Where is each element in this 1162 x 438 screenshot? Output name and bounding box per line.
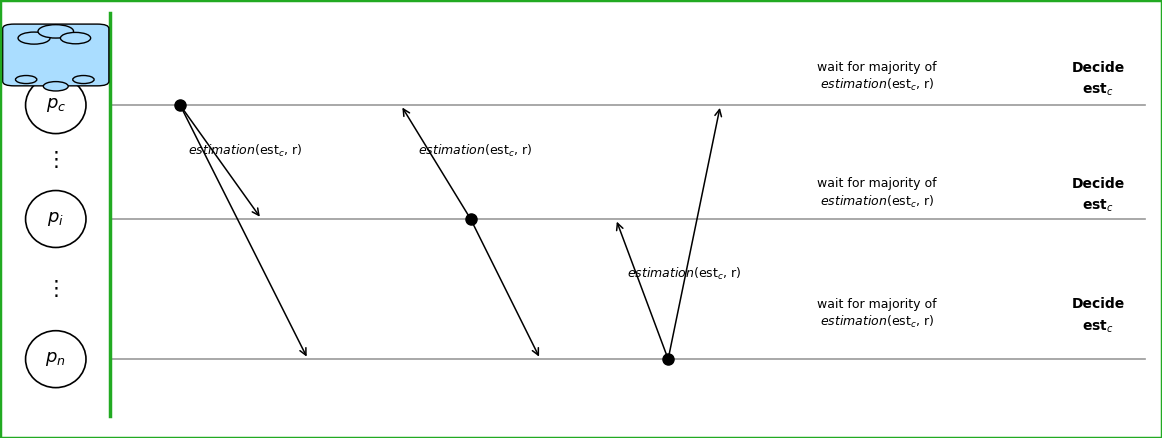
Text: wait for majority of: wait for majority of bbox=[818, 177, 937, 191]
Circle shape bbox=[38, 25, 73, 38]
Circle shape bbox=[43, 81, 69, 91]
Text: $\mathit{estimation}$(est$_c$, r): $\mathit{estimation}$(est$_c$, r) bbox=[418, 143, 533, 159]
Text: $p_c$: $p_c$ bbox=[45, 96, 66, 114]
Circle shape bbox=[19, 32, 50, 44]
Text: $\mathit{estimation}$(est$_c$, r): $\mathit{estimation}$(est$_c$, r) bbox=[188, 143, 303, 159]
Text: $\mathit{estimation}$(est$_c$, r): $\mathit{estimation}$(est$_c$, r) bbox=[820, 314, 934, 330]
Text: $\mathit{estimation}$(est$_c$, r): $\mathit{estimation}$(est$_c$, r) bbox=[820, 194, 934, 209]
Text: Decide: Decide bbox=[1071, 297, 1125, 311]
Text: ⋮: ⋮ bbox=[45, 150, 66, 170]
Text: wait for majority of: wait for majority of bbox=[818, 298, 937, 311]
Text: ⋮: ⋮ bbox=[45, 279, 66, 299]
FancyBboxPatch shape bbox=[2, 24, 109, 86]
Text: wait for majority of: wait for majority of bbox=[818, 61, 937, 74]
Text: $\mathbf{est}_c$: $\mathbf{est}_c$ bbox=[1082, 318, 1114, 335]
Text: $p_n$: $p_n$ bbox=[45, 350, 66, 368]
Text: I am the
coordina
tor: I am the coordina tor bbox=[31, 31, 80, 66]
Text: $p_i$: $p_i$ bbox=[48, 210, 64, 228]
Circle shape bbox=[15, 75, 37, 84]
Text: $\mathbf{est}_c$: $\mathbf{est}_c$ bbox=[1082, 198, 1114, 214]
Circle shape bbox=[60, 32, 91, 44]
Text: $\mathbf{est}_c$: $\mathbf{est}_c$ bbox=[1082, 81, 1114, 98]
Text: $\mathit{estimation}$(est$_c$, r): $\mathit{estimation}$(est$_c$, r) bbox=[820, 78, 934, 93]
Text: $\mathit{estimation}$(est$_c$, r): $\mathit{estimation}$(est$_c$, r) bbox=[627, 266, 743, 282]
Text: Decide: Decide bbox=[1071, 61, 1125, 75]
Circle shape bbox=[73, 75, 94, 84]
Text: Decide: Decide bbox=[1071, 177, 1125, 191]
